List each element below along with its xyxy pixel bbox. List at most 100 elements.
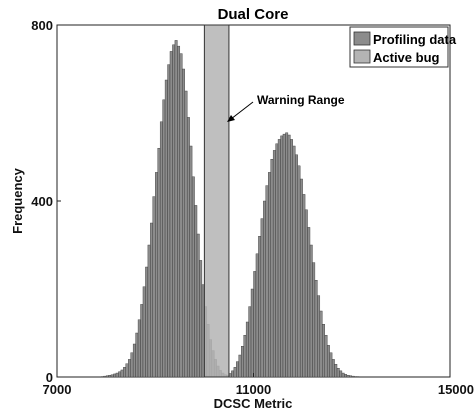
profiling-bar [346,375,350,378]
profiling-bar [140,304,144,378]
profiling-bar [280,135,284,378]
profiling-bar [287,134,291,378]
profiling-bar [263,200,266,378]
profiling-bar [194,205,198,378]
profiling-bar [135,332,139,378]
annotation-arrow-head [227,115,235,122]
profiling-bar [125,363,129,378]
profiling-bar [253,271,257,378]
legend-swatch-profiling [353,31,371,46]
profiling-bar [184,90,188,378]
legend-label-profiling: Profiling data [373,32,457,47]
profiling-bar [115,372,119,378]
profiling-bar [245,321,249,378]
profiling-bar [339,370,343,378]
profiling-bar [155,172,158,378]
profiling-bar [255,253,259,378]
profiling-bar [331,359,335,378]
ticks-group: 7000 11000 15000 0 400 800 [31,18,474,397]
profiling-bar [177,45,181,378]
profiling-bar [196,233,200,378]
profiling-bar [319,310,323,378]
profiling-bar [258,235,262,378]
profiling-bar [260,218,264,378]
profiling-bar [326,345,330,378]
profiling-bar [236,361,239,378]
profiling-bar [179,53,183,378]
profiling-bar [118,371,122,378]
profiling-bar [147,244,151,378]
profiling-bar [108,375,112,378]
chart-title: Dual Core [218,6,289,23]
profiling-bar [167,64,171,378]
profiling-bar [314,280,318,378]
profiling-bar [324,335,328,378]
profiling-bar [265,185,269,378]
profiling-bar [304,209,308,378]
profiling-bar [329,352,333,378]
profiling-bar [186,117,190,378]
profiling-bar [312,262,316,378]
profiling-bar [270,158,274,378]
profiling-bar [132,343,136,378]
profiling-bar [130,352,134,378]
profiling-bar [351,375,355,378]
profiling-bar [137,319,141,378]
profiling-bar [128,359,131,378]
profiling-bar [307,227,311,378]
profiling-bar [248,306,252,378]
profiling-bar [282,133,286,378]
profiling-bar [199,260,203,378]
profiling-bar [275,143,279,378]
profiling-bar [297,165,301,378]
profiling-bar [110,374,114,378]
profiling-bar [189,145,193,378]
profiling-bar [334,364,338,378]
profiling-bar [120,369,124,378]
profiling-bar [238,354,242,378]
annotation-warning-range: Warning Range [227,93,345,122]
profiling-bar [103,375,107,378]
legend: Profiling data Active bug [349,26,457,68]
profiling-bar [292,145,296,378]
profiling-bar [191,176,195,378]
profiling-bar [152,196,156,378]
bars-group [101,24,360,378]
profiling-bar [317,295,321,378]
profiling-bar [295,154,298,378]
profiling-bar [349,375,352,378]
profiling-bar [174,40,178,378]
annotation-arrow-line [230,101,254,120]
profiling-bar [299,178,303,378]
x-tick-label: 7000 [43,382,72,397]
profiling-bar [250,288,254,378]
profiling-bar [123,367,126,378]
profiling-bar [182,68,185,378]
x-axis-title: DCSC Metric [214,396,293,411]
profiling-bar [164,79,168,378]
profiling-bar [150,222,153,378]
profiling-bar [290,139,293,378]
profiling-bar [243,335,247,378]
profiling-bar [344,374,348,378]
profiling-bar [322,324,325,378]
profiling-bar [302,194,306,378]
profiling-bar [172,44,176,378]
profiling-bar [341,372,345,378]
profiling-bar [159,121,163,378]
y-tick-label: 400 [31,194,53,209]
profiling-bar [277,139,281,378]
y-tick-label: 800 [31,18,53,33]
profiling-bar [241,346,244,378]
profiling-bar [231,370,235,378]
active-bug-bar [203,24,230,378]
profiling-bar [169,51,173,378]
profiling-bar [145,266,149,378]
profiling-bar [309,244,313,378]
x-tick-label: 11000 [236,382,271,397]
x-tick-label: 15000 [438,382,474,397]
profiling-bar [113,373,117,378]
profiling-bar [272,150,276,378]
y-tick-label: 0 [46,370,53,385]
